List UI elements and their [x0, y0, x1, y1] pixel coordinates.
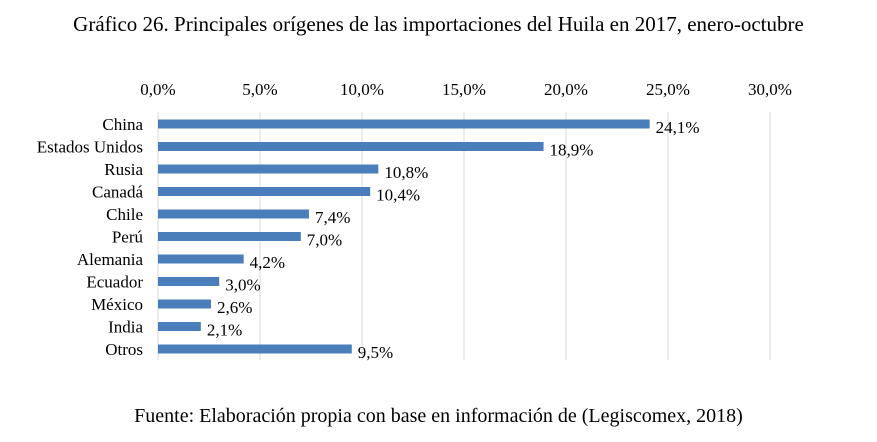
bar — [158, 164, 379, 174]
category-labels: China Estados Unidos Rusia Canadá Chile Perú A… — [37, 115, 144, 359]
data-label: 7,0% — [307, 231, 342, 250]
category-label: Alemania — [77, 250, 144, 269]
chart-title: Gráfico 26. Principales orígenes de las … — [73, 12, 804, 36]
x-axis-tick-labels: 0,0% 5,0% 10,0% 15,0% 20,0% 25,0% 30,0% — [140, 80, 792, 99]
bar — [158, 187, 371, 196]
data-label: 7,4% — [315, 208, 350, 227]
category-label: Perú — [112, 228, 144, 247]
x-tick-label: 5,0% — [242, 80, 277, 99]
x-tick-label: 10,0% — [340, 80, 384, 99]
category-label: Rusia — [104, 160, 143, 179]
bar — [158, 299, 212, 309]
category-label: China — [102, 115, 143, 134]
x-tick-label: 0,0% — [140, 80, 175, 99]
bar — [158, 322, 201, 331]
bar — [158, 142, 544, 151]
bar — [158, 277, 220, 286]
x-tick-label: 30,0% — [748, 80, 792, 99]
data-label: 2,1% — [207, 321, 242, 340]
data-label: 2,6% — [217, 298, 252, 317]
bar — [158, 344, 352, 354]
x-tick-label: 15,0% — [442, 80, 486, 99]
source-note: Fuente: Elaboración propia con base en i… — [134, 405, 743, 427]
bar — [158, 254, 244, 264]
bars — [158, 119, 650, 354]
bar — [158, 232, 301, 241]
data-labels: 24,1% 18,9% 10,8% 10,4% 7,4% 7,0% 4,2% 3,0% 2,6%… — [207, 118, 700, 362]
data-label: 4,2% — [250, 253, 285, 272]
category-label: Otros — [105, 340, 143, 359]
x-tick-label: 25,0% — [646, 80, 690, 99]
data-label: 3,0% — [225, 276, 260, 295]
category-label: India — [108, 318, 143, 337]
x-tick-label: 20,0% — [544, 80, 588, 99]
category-label: Chile — [106, 205, 143, 224]
data-label: 18,9% — [550, 141, 594, 160]
category-label: Estados Unidos — [37, 138, 143, 157]
category-label: Canadá — [92, 183, 143, 202]
bar — [158, 119, 650, 129]
data-label: 10,4% — [376, 186, 420, 205]
data-label: 9,5% — [358, 343, 393, 362]
data-label: 24,1% — [656, 118, 700, 137]
data-label: 10,8% — [384, 163, 428, 182]
bar — [158, 209, 309, 219]
category-label: Ecuador — [86, 273, 143, 292]
category-label: México — [91, 295, 143, 314]
